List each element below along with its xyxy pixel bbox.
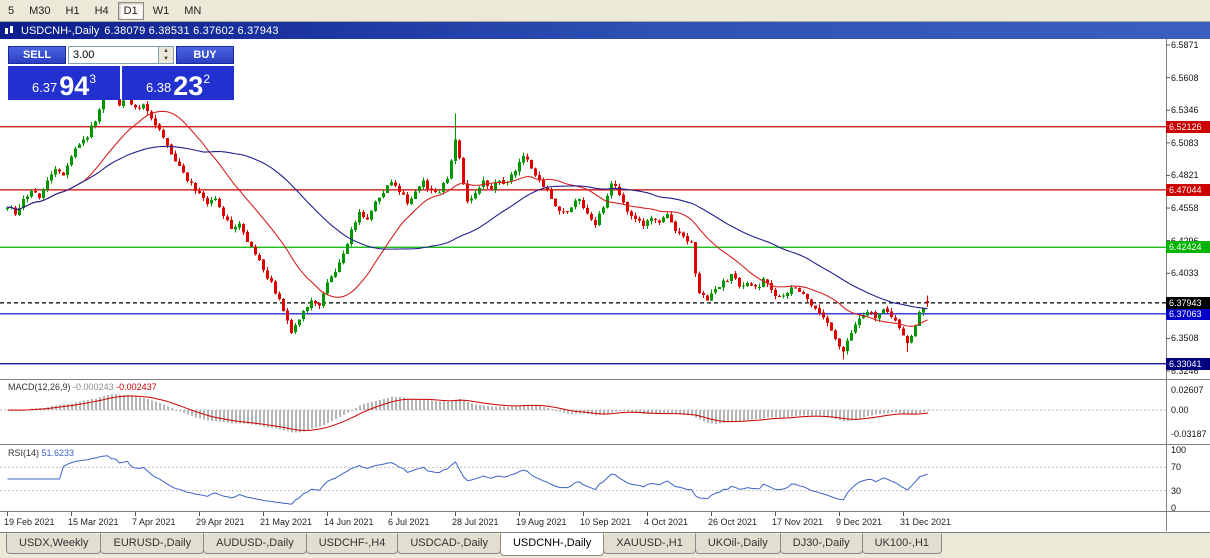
buy-price-big: 23: [173, 71, 204, 101]
sell-price-head: 6.37: [31, 80, 58, 95]
chart-tabbar: USDX,Weekly EURUSD-,Daily AUDUSD-,Daily USD…: [0, 532, 1210, 558]
buy-price[interactable]: 6.38 23 2: [122, 66, 234, 100]
timeframe-button-d1[interactable]: D1: [117, 1, 144, 20]
macd-label: MACD(12,26,9) -0.000243 -0.002437: [8, 382, 157, 392]
macd-signal-value: -0.002437: [116, 382, 157, 392]
chart-tab-dj30-daily[interactable]: DJ30-,Daily: [779, 533, 863, 554]
timeframe-button-w1[interactable]: W1: [152, 4, 170, 17]
chart-tab-eurusd-daily[interactable]: EURUSD-,Daily: [100, 533, 205, 554]
buy-price-sup: 2: [203, 72, 211, 86]
volume-down-button[interactable]: ▼: [159, 55, 173, 63]
sell-button[interactable]: SELL: [8, 46, 66, 64]
chart-ohlc: 6.38079 6.38531 6.37602 6.37943: [104, 24, 279, 37]
macd-title: MACD(12,26,9): [8, 382, 71, 392]
volume-stepper[interactable]: ▲ ▼: [68, 46, 174, 64]
candlestick-series: [6, 81, 929, 360]
ma-20-line: [7, 110, 928, 327]
timeframe-button-h1[interactable]: H1: [65, 4, 80, 17]
sell-price-big: 94: [59, 71, 90, 101]
rsi-line: [7, 455, 928, 505]
rsi-value: 51.6233: [41, 448, 75, 458]
timeframe-button-m30[interactable]: M30: [29, 4, 51, 17]
chart-icon: [5, 25, 13, 34]
chart-tab-uk100-h1[interactable]: UK100-,H1: [861, 533, 943, 554]
timeframe-button-h4[interactable]: H4: [94, 4, 109, 17]
macd-signal-line: [7, 395, 929, 431]
macd-main-value: -0.000243: [73, 382, 114, 392]
volume-input[interactable]: [69, 47, 158, 63]
timeframe-button-5[interactable]: 5: [8, 4, 15, 17]
timeframe-toolbar: 5 M30 H1 H4 D1 W1 MN: [0, 0, 1210, 22]
sell-price[interactable]: 6.37 94 3: [8, 66, 120, 100]
sell-price-sup: 3: [89, 72, 97, 86]
chart-tab-usdcnh-daily[interactable]: USDCNH-,Daily: [499, 533, 605, 556]
buy-price-head: 6.38: [145, 80, 172, 95]
rsi-label: RSI(14) 51.6233: [8, 448, 74, 458]
one-click-trading-panel: SELL ▲ ▼ BUY 6.37 94 3 6.38 23 2: [8, 46, 234, 100]
chart-tab-usdx-weekly[interactable]: USDX,Weekly: [6, 533, 102, 554]
chart-titlebar: USDCNH-,Daily 6.38079 6.38531 6.37602 6.…: [0, 22, 1210, 39]
buy-button[interactable]: BUY: [176, 46, 234, 64]
chart-tab-ukoil-daily[interactable]: UKOil-,Daily: [694, 533, 781, 554]
chart-tab-audusd-daily[interactable]: AUDUSD-,Daily: [203, 533, 307, 554]
volume-up-button[interactable]: ▲: [159, 47, 173, 55]
chart-title: USDCNH-,Daily: [21, 24, 100, 37]
timeframe-button-mn[interactable]: MN: [184, 4, 202, 17]
macd-histogram: [7, 394, 929, 433]
ma-50-line: [7, 145, 928, 310]
chart-tab-usdcad-daily[interactable]: USDCAD-,Daily: [397, 533, 501, 554]
chart-tab-usdchf-h4[interactable]: USDCHF-,H4: [305, 533, 399, 554]
chart-tab-xauusd-h1[interactable]: XAUUSD-,H1: [603, 533, 696, 554]
rsi-title: RSI(14): [8, 448, 40, 458]
